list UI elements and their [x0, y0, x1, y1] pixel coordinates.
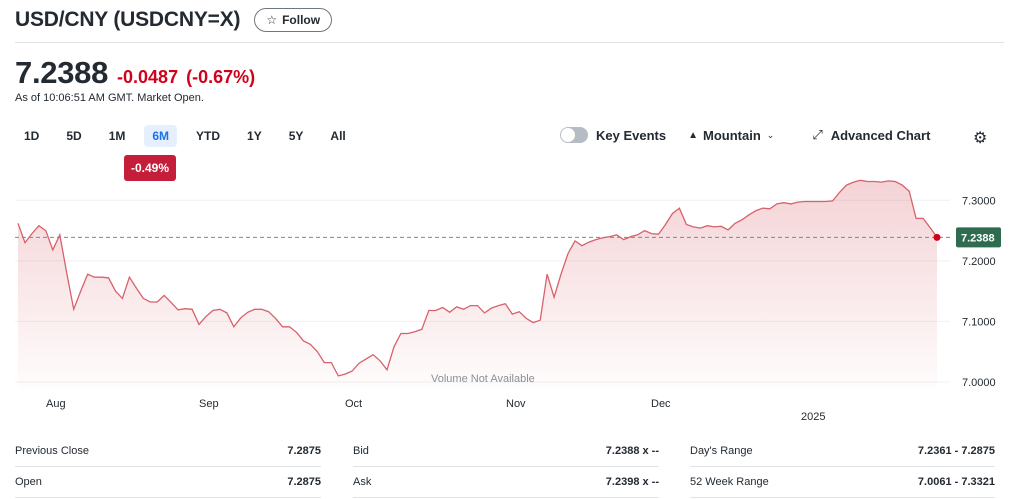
range-6m[interactable]: 6M [144, 125, 178, 147]
current-price: 7.2388 [15, 55, 109, 90]
stat-divider [690, 497, 995, 498]
stat-divider [353, 497, 659, 498]
mountain-icon: ▲ [688, 129, 698, 141]
stat-row: Previous Close 7.2875 Bid 7.2388 x -- Day's … [15, 437, 1010, 467]
range-selector: 1D 5D 1M 6M YTD 1Y 5Y All [16, 125, 365, 147]
x-tick-label: Aug [46, 398, 66, 410]
price-change-percent: (-0.67%) [186, 67, 256, 87]
y-tick-label: 7.2000 [962, 256, 996, 268]
stat-label: Day's Range [690, 445, 753, 457]
current-price-tag [956, 227, 1001, 248]
stat-value: 7.2875 [287, 445, 321, 457]
gear-icon[interactable]: ⚙ [973, 130, 988, 147]
chart-type-label: Mountain [703, 127, 761, 143]
x-tick-label: Sep [199, 398, 219, 410]
header-divider [15, 42, 1004, 43]
stat-value: 7.2875 [287, 476, 321, 488]
quote-header: USD/CNY (USDCNY=X) ☆ Follow [15, 8, 333, 32]
y-tick-label: 7.3000 [962, 195, 996, 207]
range-1d[interactable]: 1D [24, 129, 40, 143]
market-time-notice: As of 10:06:51 AM GMT. Market Open. [15, 92, 204, 104]
x-tick-label: Dec [651, 398, 671, 410]
stat-label: Open [15, 476, 42, 488]
chevron-down-icon: ⌄ [766, 129, 775, 140]
stat-label: Bid [353, 445, 369, 457]
stat-row: Open 7.2875 Ask 7.2398 x -- 52 Week Range 7.0… [15, 468, 1010, 498]
price-area [18, 180, 937, 388]
follow-label: Follow [282, 13, 321, 27]
chart-type-dropdown[interactable]: ▲ Mountain ⌄ [688, 128, 774, 143]
key-events-toggle[interactable] [560, 127, 588, 143]
stat-divider [15, 466, 321, 467]
range-1y[interactable]: 1Y [247, 129, 262, 143]
period-change-badge: -0.49% [124, 155, 177, 181]
page-title: USD/CNY (USDCNY=X) [15, 8, 241, 31]
price-row: 7.2388 -0.0487 (-0.67%) [15, 55, 255, 91]
x-tick-label: Nov [506, 398, 526, 410]
volume-notice: Volume Not Available [431, 373, 535, 385]
range-5y[interactable]: 5Y [288, 129, 304, 143]
price-line [17, 179, 938, 377]
range-all[interactable]: All [330, 129, 346, 143]
range-1m[interactable]: 1M [108, 129, 126, 143]
x-tick-label: Oct [345, 398, 362, 410]
stat-divider [353, 466, 659, 467]
stat-divider [690, 466, 995, 467]
advanced-chart-button[interactable]: ⤢ Advanced Chart [812, 127, 930, 143]
stat-label: 52 Week Range [690, 476, 769, 488]
range-ytd[interactable]: YTD [196, 129, 221, 143]
stat-value: 7.0061 - 7.3321 [917, 476, 995, 488]
advanced-chart-label: Advanced Chart [830, 127, 931, 143]
range-5d[interactable]: 5D [66, 129, 82, 143]
expand-icon: ⤢ [812, 127, 823, 142]
stat-value: 7.2388 x -- [605, 445, 659, 457]
stat-divider [15, 497, 321, 498]
x-tick-label: 2025 [801, 411, 825, 423]
y-tick-label: 7.0000 [962, 377, 996, 389]
key-events-label[interactable]: Key Events [596, 127, 667, 143]
price-change: -0.0487 [117, 67, 179, 87]
stat-label: Previous Close [15, 445, 89, 457]
stat-label: Ask [353, 476, 372, 488]
current-price-tag-label: 7.2388 [961, 232, 995, 244]
chart-controls: Key Events ▲ Mountain ⌄ ⤢ Advanced Chart [560, 127, 930, 143]
current-price-dot [933, 233, 941, 241]
price-chart[interactable]: 7.2388 Volume Not Available 7.3000 7.2000… [0, 160, 1024, 432]
follow-button[interactable]: ☆ Follow [254, 8, 333, 32]
star-icon: ☆ [266, 13, 278, 27]
stat-value: 7.2398 x -- [605, 476, 659, 488]
y-tick-label: 7.1000 [962, 316, 996, 328]
stat-value: 7.2361 - 7.2875 [917, 445, 995, 457]
